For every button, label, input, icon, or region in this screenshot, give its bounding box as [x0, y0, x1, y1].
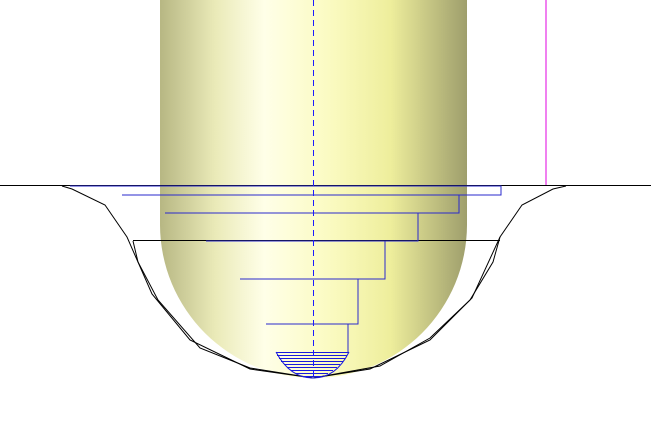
level-line-2	[165, 195, 460, 214]
level-line-5	[266, 279, 359, 325]
tip-hatch	[276, 352, 349, 377]
level-line-4	[240, 241, 386, 280]
level-line-3	[206, 213, 419, 242]
level-lines	[70, 185, 502, 352]
level-line-1	[70, 185, 502, 196]
tool-body[interactable]	[160, 0, 467, 378]
tip-profile	[275, 351, 350, 379]
